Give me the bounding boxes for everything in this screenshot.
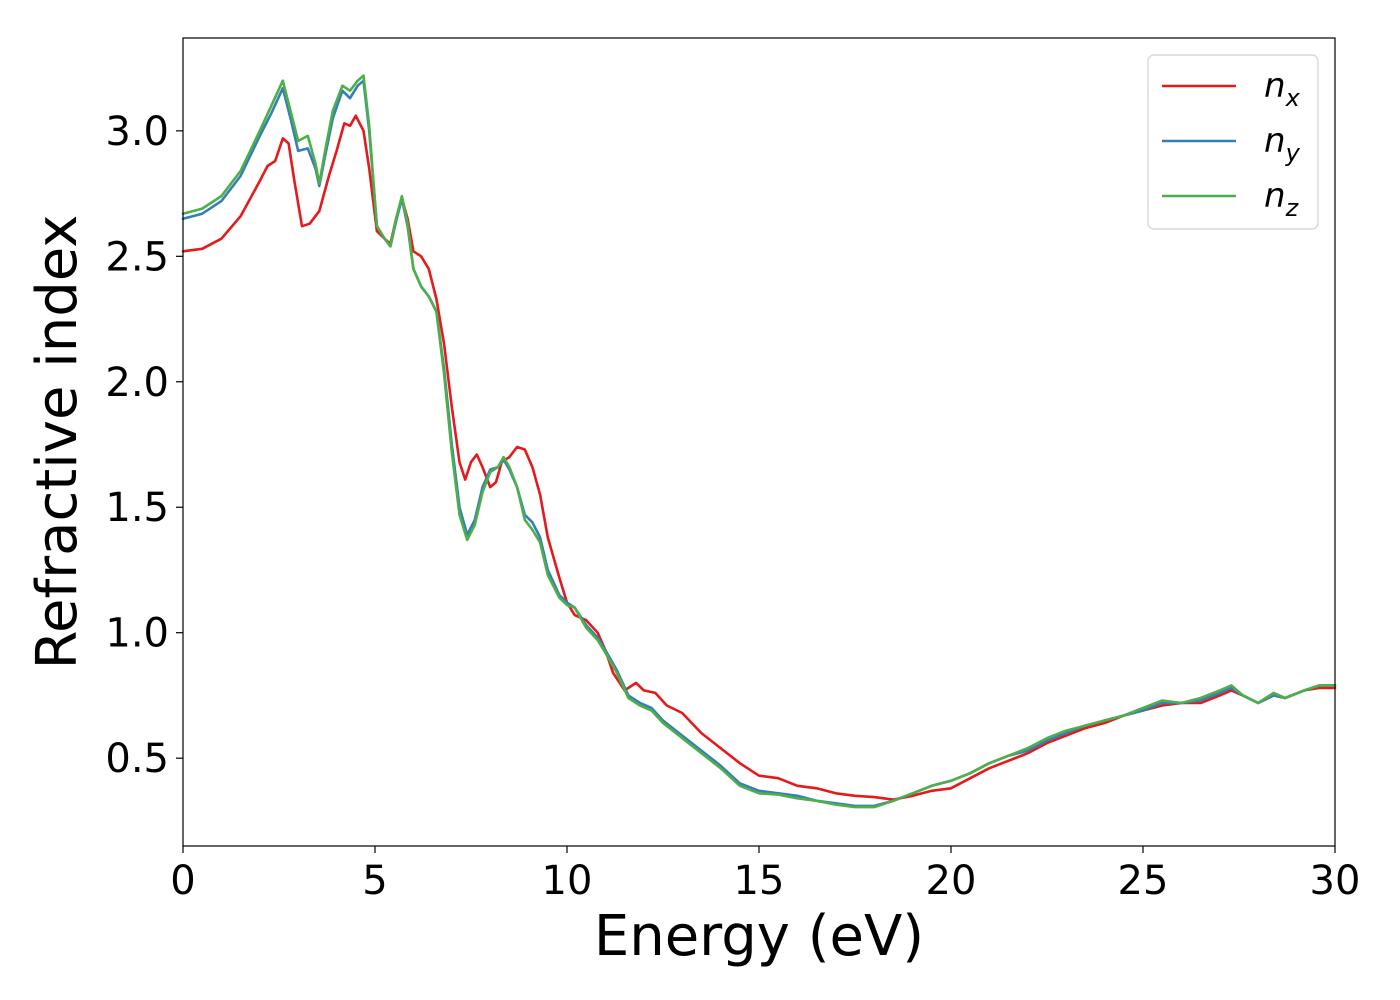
x-tick-label: 0 bbox=[170, 858, 195, 904]
x-tick-label: 10 bbox=[542, 858, 593, 904]
x-axis: 0 5 10 15 20 25 30 bbox=[170, 846, 1360, 904]
series-layer bbox=[181, 74, 1337, 809]
y-axis: 0.5 1.0 1.5 2.0 2.5 3.0 bbox=[105, 109, 183, 782]
x-tick-label: 5 bbox=[362, 858, 387, 904]
x-tick-label: 20 bbox=[926, 858, 977, 904]
y-tick-label: 0.5 bbox=[105, 736, 169, 782]
y-tick-label: 1.5 bbox=[105, 485, 169, 531]
x-tick-label: 15 bbox=[734, 858, 785, 904]
y-tick-label: 2.5 bbox=[105, 234, 169, 280]
legend: nx ny nz bbox=[1147, 54, 1319, 230]
x-tick-label: 30 bbox=[1310, 858, 1361, 904]
x-axis-title: Energy (eV) bbox=[594, 904, 924, 969]
legend-label-ny: ny bbox=[1264, 121, 1301, 167]
legend-label-nx: nx bbox=[1264, 66, 1301, 112]
y-tick-label: 1.0 bbox=[105, 611, 169, 657]
x-tick-label: 25 bbox=[1118, 858, 1169, 904]
y-tick-label: 2.0 bbox=[105, 360, 169, 406]
legend-label-nz: nz bbox=[1264, 176, 1300, 222]
series-line-nz bbox=[181, 74, 1337, 809]
y-axis-title: Refractive index bbox=[25, 215, 90, 670]
y-tick-label: 3.0 bbox=[105, 109, 169, 155]
